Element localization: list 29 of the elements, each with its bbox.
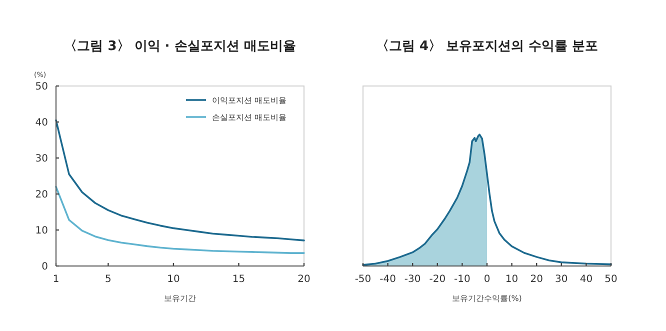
y-tick-label: 50 xyxy=(35,82,48,92)
x-tick-label: 30 xyxy=(555,274,568,285)
y-tick-label: 40 xyxy=(35,118,48,128)
x-axis-title: 보유기간수익률(%) xyxy=(452,294,522,303)
y-tick-label: 10 xyxy=(35,226,48,236)
y-tick-label: 0 xyxy=(42,262,48,272)
chart-title: 〈그림 3〉 이익 · 손실포지션 매도비율 xyxy=(64,39,296,54)
x-tick-label: 1 xyxy=(52,274,60,285)
y-tick-label: 30 xyxy=(35,154,48,164)
x-tick-label: 15 xyxy=(232,274,246,285)
y-tick-label: 20 xyxy=(35,190,48,200)
x-tick-label: 50 xyxy=(604,274,618,285)
x-tick-label: 20 xyxy=(530,274,543,285)
x-tick-label: 20 xyxy=(298,274,310,285)
legend-label: 손실포지션 매도비율 xyxy=(212,113,287,122)
x-tick-label: 0 xyxy=(484,274,490,285)
x-axis-title: 보유기간 xyxy=(164,294,196,303)
x-tick-label: 5 xyxy=(105,274,112,285)
x-tick-label: 10 xyxy=(167,274,180,285)
x-tick-label: -10 xyxy=(454,274,470,285)
x-tick-label: -20 xyxy=(429,274,446,285)
x-tick-label: 10 xyxy=(505,274,518,285)
x-tick-label: -50 xyxy=(354,274,372,285)
x-tick-label: -30 xyxy=(404,274,421,285)
x-tick-label: 40 xyxy=(580,274,593,285)
legend-label: 이익포지션 매도비율 xyxy=(212,96,287,105)
line-series xyxy=(55,186,305,254)
x-tick-label: -40 xyxy=(380,274,396,285)
chart-title: 〈그림 4〉 보유포지션의 수익률 분포 xyxy=(376,39,598,54)
